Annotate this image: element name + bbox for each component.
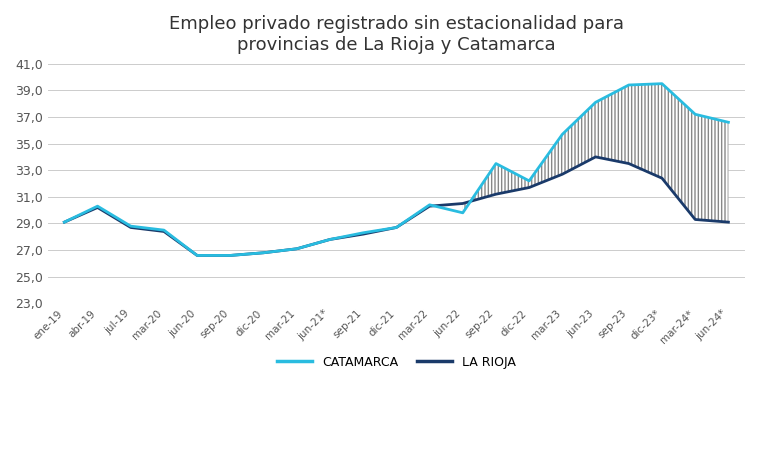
CATAMARCA <box>160 227 169 233</box>
LA RIOJA <box>425 203 434 209</box>
CATAMARCA <box>524 178 534 184</box>
LA RIOJA <box>724 220 733 225</box>
LA RIOJA <box>691 217 700 222</box>
CATAMARCA <box>458 210 467 216</box>
LA RIOJA <box>292 246 301 252</box>
CATAMARCA <box>624 82 633 88</box>
CATAMARCA <box>325 237 334 242</box>
LA RIOJA <box>492 192 501 197</box>
Title: Empleo privado registrado sin estacionalidad para
provincias de La Rioja y Catam: Empleo privado registrado sin estacional… <box>169 15 624 54</box>
Line: CATAMARCA: CATAMARCA <box>65 84 728 256</box>
LA RIOJA <box>160 229 169 234</box>
CATAMARCA <box>259 250 268 256</box>
CATAMARCA <box>492 161 501 166</box>
LA RIOJA <box>657 176 667 181</box>
LA RIOJA <box>458 201 467 206</box>
CATAMARCA <box>392 225 401 230</box>
LA RIOJA <box>359 231 368 237</box>
CATAMARCA <box>558 131 567 137</box>
LA RIOJA <box>325 237 334 242</box>
CATAMARCA <box>93 203 102 209</box>
CATAMARCA <box>292 246 301 252</box>
LA RIOJA <box>126 225 135 230</box>
CATAMARCA <box>425 202 434 207</box>
CATAMARCA <box>192 253 201 258</box>
LA RIOJA <box>624 161 633 166</box>
CATAMARCA <box>359 230 368 235</box>
CATAMARCA <box>60 220 69 225</box>
CATAMARCA <box>226 253 235 258</box>
LA RIOJA <box>524 185 534 190</box>
LA RIOJA <box>226 253 235 258</box>
LA RIOJA <box>60 220 69 225</box>
LA RIOJA <box>392 225 401 230</box>
CATAMARCA <box>691 112 700 117</box>
LA RIOJA <box>591 154 600 160</box>
LA RIOJA <box>93 205 102 210</box>
LA RIOJA <box>259 250 268 256</box>
CATAMARCA <box>591 99 600 105</box>
CATAMARCA <box>126 224 135 229</box>
CATAMARCA <box>724 120 733 125</box>
CATAMARCA <box>657 81 667 86</box>
LA RIOJA <box>192 253 201 258</box>
LA RIOJA <box>558 171 567 177</box>
Line: LA RIOJA: LA RIOJA <box>65 157 728 256</box>
Legend: CATAMARCA, LA RIOJA: CATAMARCA, LA RIOJA <box>272 351 521 374</box>
